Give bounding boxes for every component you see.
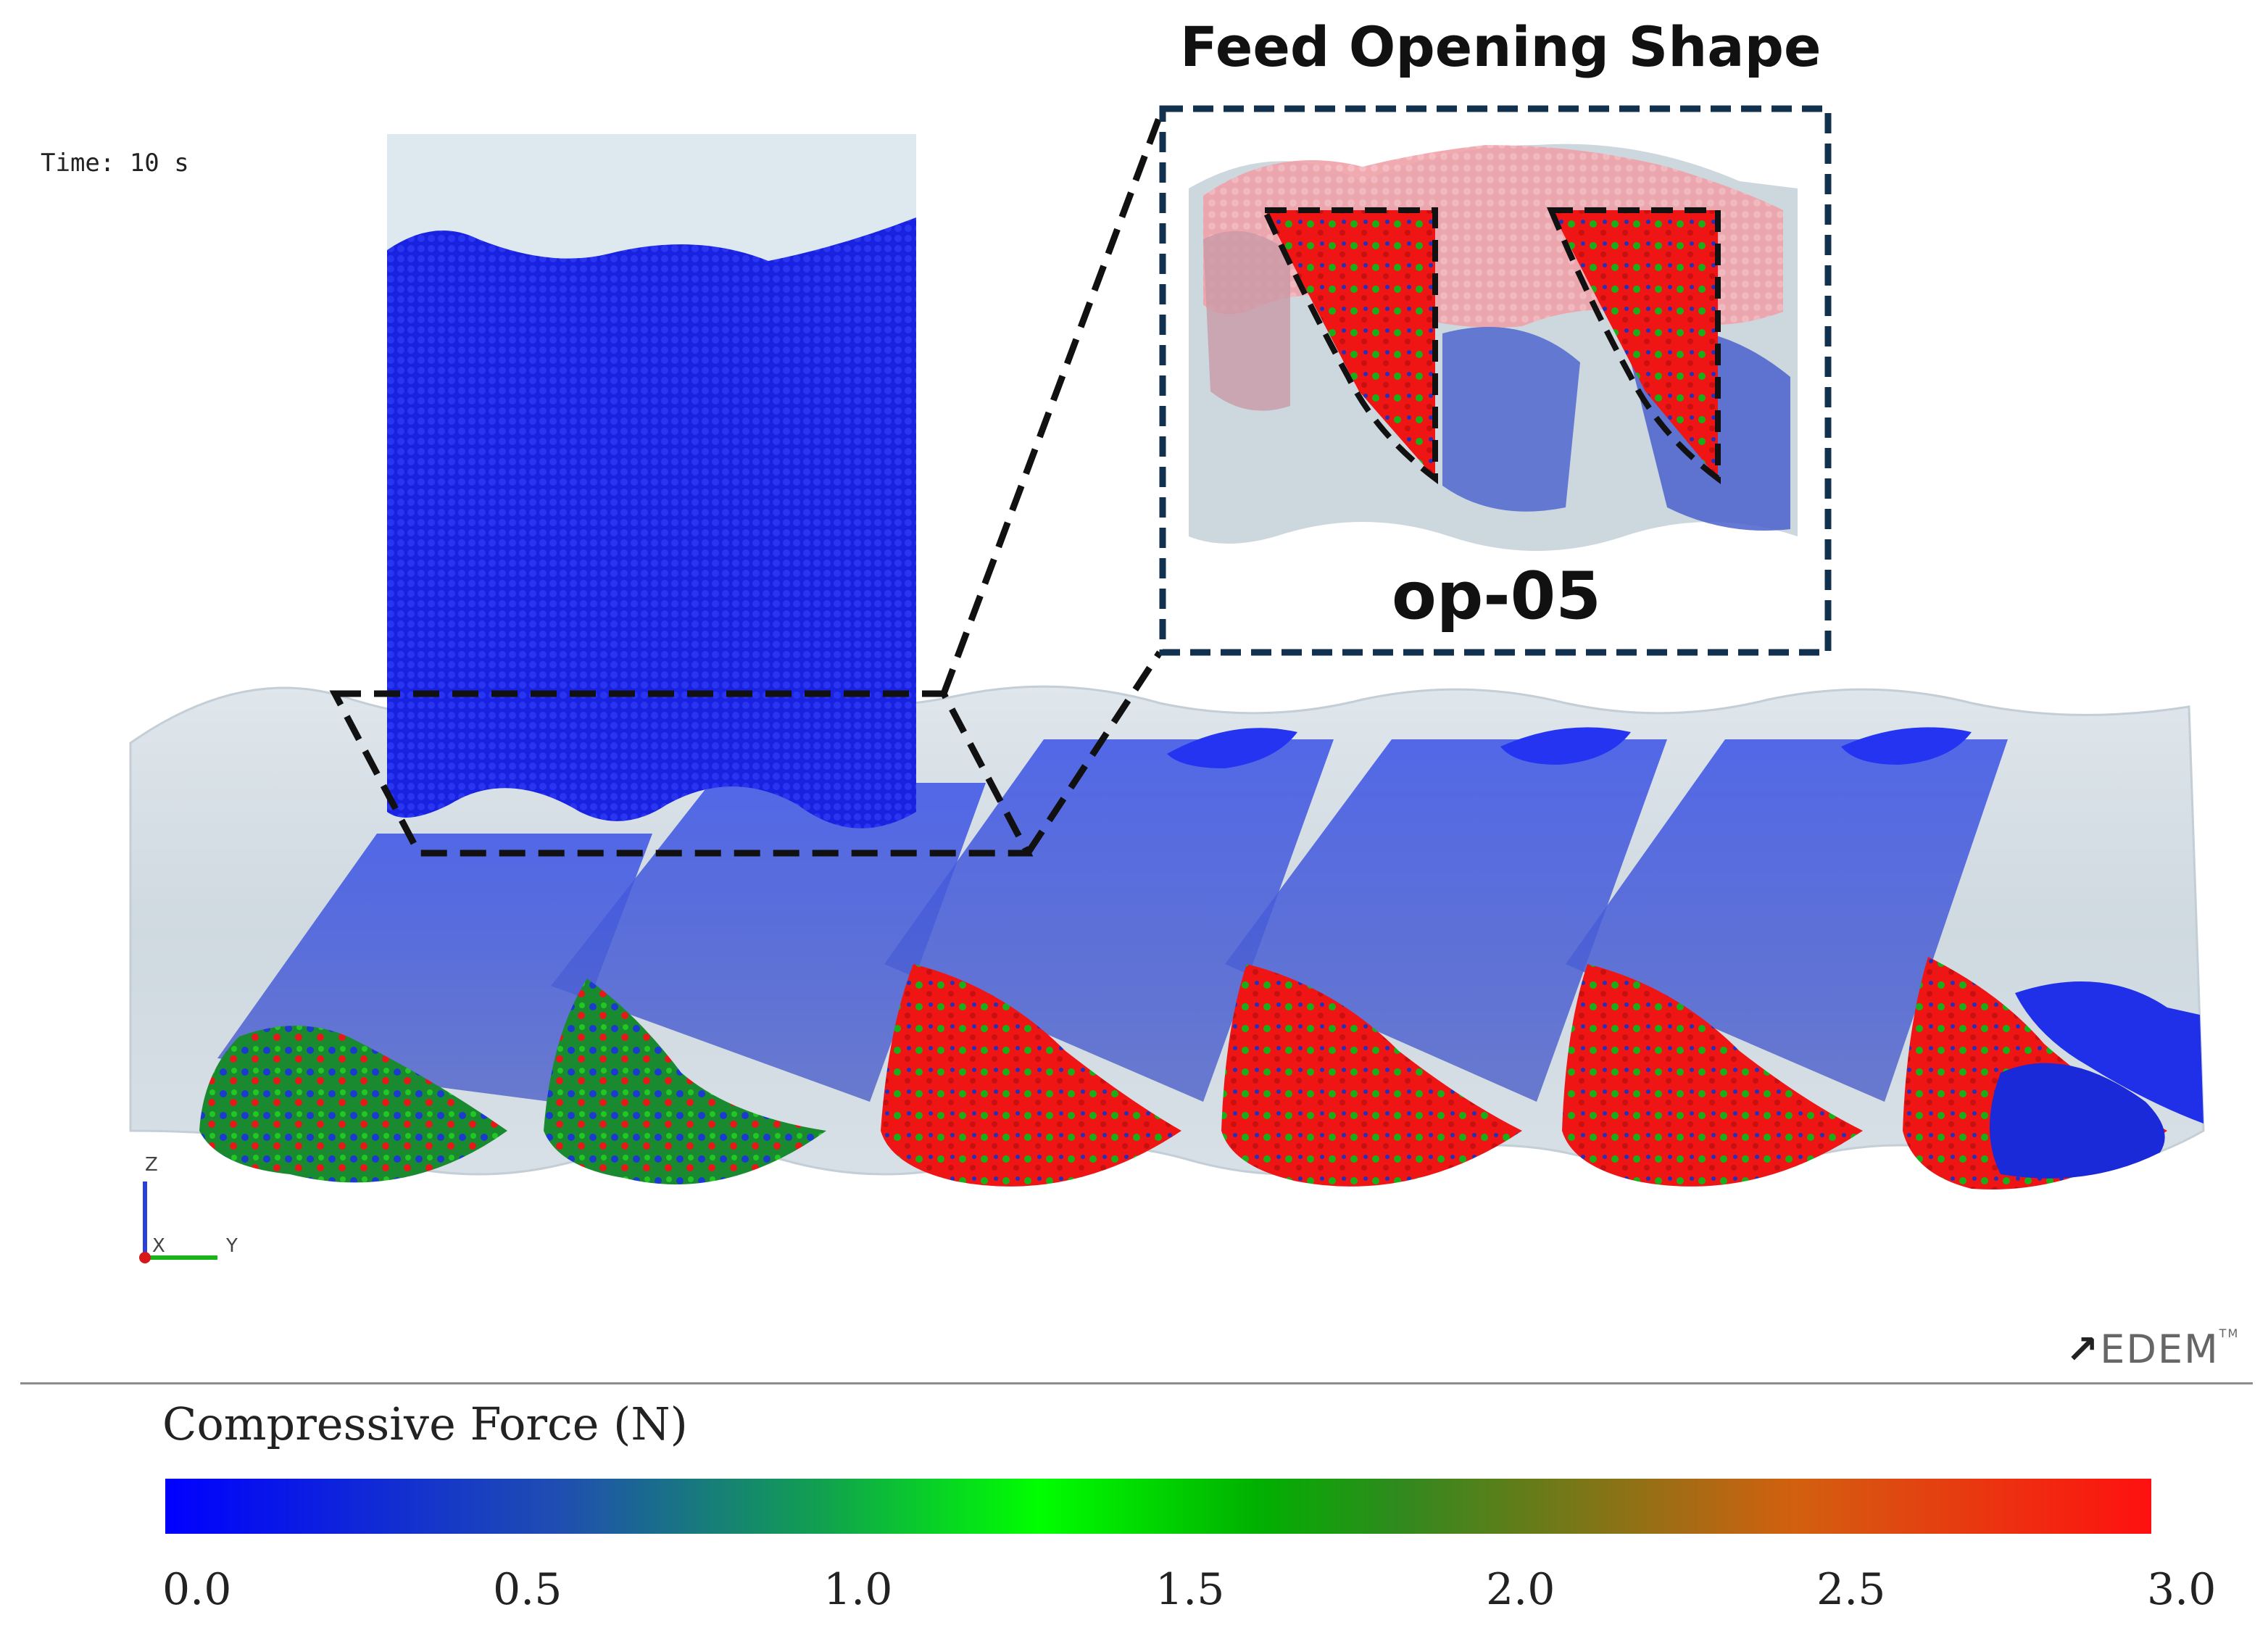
edem-logo: ↗EDEMTM — [2066, 1326, 2240, 1372]
feed-hopper — [387, 134, 916, 828]
inset-label: op-05 — [1392, 558, 1601, 634]
screw-flight-particles — [199, 727, 2203, 1189]
colorbar-title: Compressive Force (N) — [162, 1397, 688, 1450]
colorbar-tick: 2.5 — [1816, 1564, 1886, 1615]
divider — [20, 1382, 2253, 1384]
colorbar-tick: 2.0 — [1486, 1564, 1555, 1615]
logo-text: EDEM — [2100, 1326, 2219, 1372]
axis-x-label: X — [152, 1235, 165, 1257]
colorbar — [165, 1479, 2151, 1534]
figure-title: Feed Opening Shape — [1180, 14, 1822, 79]
inset-panel — [1159, 105, 1832, 656]
zoom-connector-bottom — [1025, 650, 1163, 855]
simulation-render — [129, 105, 2205, 1263]
axis-triad — [139, 1181, 217, 1263]
colorbar-tick: 0.5 — [493, 1564, 562, 1615]
colorbar-tick: 0.0 — [162, 1564, 232, 1615]
colorbar-tick: 3.0 — [2147, 1564, 2217, 1615]
simulation-viewport — [129, 105, 2205, 1263]
colorbar-tick: 1.5 — [1155, 1564, 1225, 1615]
axis-z-label: Z — [145, 1154, 158, 1176]
colorbar-tick: 1.0 — [823, 1564, 893, 1615]
zoom-connector-top — [940, 115, 1163, 695]
axis-y-label: Y — [226, 1235, 238, 1257]
time-readout: Time: 10 s — [41, 149, 189, 178]
